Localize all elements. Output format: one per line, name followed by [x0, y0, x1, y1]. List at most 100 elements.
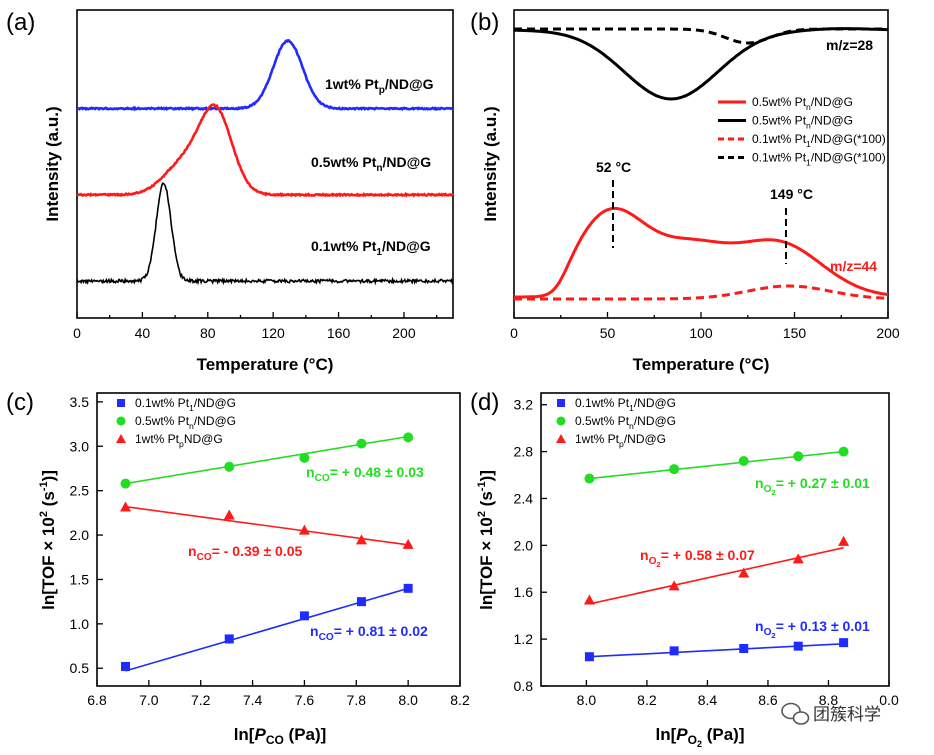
legend-label: 0.1wt% Pt1/ND@G	[575, 396, 676, 413]
slope-annotation: nCO= - 0.39 ± 0.05	[188, 543, 302, 563]
panel-b-legend-label: 0.5wt% Ptn/ND@G	[752, 114, 853, 131]
mz44-dashed-line	[514, 284, 889, 301]
panel-a-ylabel: Intensity (a.u.)	[43, 106, 62, 221]
xtick-label: 6.8	[87, 692, 107, 708]
panel-a-series-label: 0.1wt% Pt1/ND@G	[311, 238, 431, 258]
watermark: 团簇科学	[781, 702, 881, 725]
fit-line	[125, 505, 409, 546]
slope-annotation: nO2= + 0.27 ± 0.01	[755, 475, 870, 497]
data-point	[669, 646, 679, 656]
fit-line	[589, 643, 844, 658]
panel-d-ylabel: ln[TOF × 102 (s-1)]	[476, 470, 496, 610]
panel-d-frame	[540, 392, 890, 687]
legend-marker	[557, 399, 565, 407]
xtick-label: 8.4	[698, 692, 718, 708]
data-point	[839, 638, 849, 648]
panel-a-xtick-label: 0	[73, 325, 81, 341]
ytick-label: 2.4	[514, 490, 534, 506]
panel-a-series-label: 1wt% Ptp/ND@G	[325, 76, 434, 96]
data-point	[403, 432, 414, 443]
legend-marker	[116, 434, 126, 443]
data-point	[838, 446, 849, 457]
data-point	[120, 501, 132, 512]
data-point	[355, 534, 367, 545]
panel-b-xtick-label: 150	[783, 325, 807, 341]
ytick-label: 2.5	[70, 483, 90, 499]
data-point	[583, 594, 595, 605]
ytick-label: 0.8	[514, 678, 534, 694]
panel-a-xtick-label: 200	[392, 325, 416, 341]
data-point	[403, 583, 413, 593]
data-point	[356, 438, 367, 449]
data-point	[738, 567, 750, 578]
legend-marker	[116, 416, 126, 426]
panel-b-xtick-label: 100	[689, 325, 713, 341]
panel-a-xticks: 0 40 80 120 160 200	[73, 312, 438, 341]
panel-d-label: (d)	[470, 389, 499, 416]
wechat-icon	[781, 702, 810, 725]
xtick-label: 8.8	[819, 692, 839, 708]
data-point	[668, 580, 680, 591]
panel-a-series-line	[76, 103, 454, 198]
data-point	[738, 455, 749, 466]
data-point	[299, 611, 309, 621]
panel-d-series: nO2= + 0.13 ± 0.01 nO2= + 0.27 ± 0.01 nO2=…	[583, 446, 870, 662]
panel-a-series-label: 0.5wt% Ptn/ND@G	[311, 154, 431, 174]
panel-c-ticks: 6.8 7.0 7.2 7.4 7.6 7.8 8.0 8.2 0.5 1.0 1.5 2.0 2.5 3…	[70, 394, 470, 708]
ytick-label: 2.8	[514, 444, 534, 460]
panel-d: (d) 8.0 8.2 8.4 8.6 8.8 0.0 0.8 1.2 1.6 2.0 2.4 2.8…	[470, 389, 899, 749]
panel-a-series-line	[76, 39, 454, 112]
ytick-label: 2.0	[70, 527, 90, 543]
peak2-label: 149 °C	[770, 186, 813, 202]
data-point	[838, 535, 850, 546]
data-point	[793, 641, 803, 651]
panel-b-label: (b)	[470, 9, 499, 36]
legend-label: 1wt% Ptp/ND@G	[575, 432, 666, 449]
legend-label: 0.5wt% Ptn/ND@G	[135, 414, 236, 431]
data-point	[669, 464, 680, 475]
data-point	[121, 661, 131, 671]
panel-b-legend: 0.5wt% Ptn/ND@G 0.5wt% Ptn/ND@G 0.1wt% Pt1…	[718, 95, 886, 168]
panel-b-legend-label: 0.1wt% Pt1/ND@G(*100)	[752, 151, 886, 168]
ytick-label: 3.0	[70, 438, 90, 454]
ytick-label: 3.2	[514, 397, 534, 413]
legend-marker	[556, 416, 566, 426]
panel-b-xtick-label: 200	[876, 325, 900, 341]
panel-a-xtick-label: 80	[200, 325, 216, 341]
panel-b: (b) 0 50 100 150 200 Temperature (°C) Intens…	[470, 9, 900, 374]
peak1-label: 52 °C	[596, 159, 631, 175]
legend-label: 0.5wt% Ptn/ND@G	[575, 414, 676, 431]
panel-b-xtick-label: 0	[510, 325, 518, 341]
panel-b-xticks: 0 50 100 150 200	[510, 312, 900, 341]
data-point	[299, 452, 310, 463]
panel-c-series: nCO= + 0.81 ± 0.02 nCO= + 0.48 ± 0.03 nCO=…	[120, 432, 428, 672]
data-point	[739, 643, 749, 653]
panel-c: (c) 6.8 7.0 7.2 7.4 7.6 7.8 8.0 8.2 0.5 1.0 1.5 2.0…	[6, 389, 470, 747]
xtick-label: 8.2	[450, 692, 470, 708]
data-point	[224, 461, 235, 472]
ytick-label: 3.5	[70, 394, 90, 410]
xtick-label: 7.0	[139, 692, 159, 708]
xtick-label: 7.2	[191, 692, 211, 708]
slope-annotation: nO2= + 0.58 ± 0.07	[640, 547, 755, 569]
panel-a-frame	[76, 9, 454, 319]
legend-label: 0.1wt% Pt1/ND@G	[135, 396, 236, 413]
mz28-dashed-line	[514, 27, 888, 45]
panel-b-series	[513, 27, 889, 301]
legend-marker	[556, 434, 566, 443]
xtick-label: 8.0	[398, 692, 418, 708]
xtick-label: 8.2	[637, 692, 657, 708]
panel-c-ylabel: ln[TOF × 102 (s-1)]	[38, 470, 58, 610]
slope-annotation: nCO= + 0.48 ± 0.03	[306, 464, 424, 484]
panel-c-frame	[96, 392, 461, 687]
ytick-label: 1.0	[70, 616, 90, 632]
panel-b-legend-label: 0.5wt% Ptn/ND@G	[752, 95, 853, 112]
watermark-text: 团簇科学	[813, 705, 881, 725]
data-point	[584, 652, 594, 662]
ytick-label: 1.5	[70, 571, 90, 587]
data-point	[792, 553, 804, 564]
ytick-label: 0.5	[70, 660, 90, 676]
